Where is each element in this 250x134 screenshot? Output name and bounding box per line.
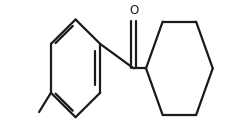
Text: O: O [129, 4, 138, 17]
